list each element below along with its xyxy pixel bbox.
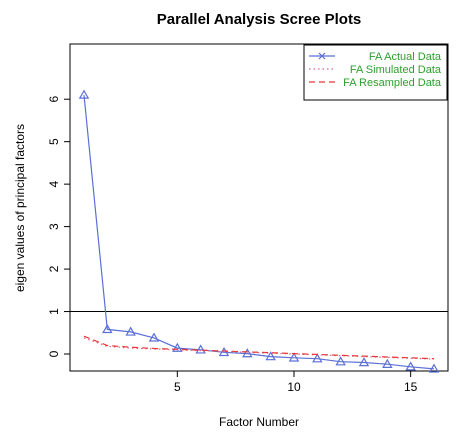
- legend-marker: [318, 52, 326, 60]
- data-point-marker: [242, 348, 253, 358]
- x-axis-label: Factor Number: [219, 415, 299, 429]
- data-point-marker: [195, 344, 206, 354]
- data-point-marker: [288, 352, 300, 362]
- legend-label: FA Actual Data: [369, 51, 442, 63]
- x-tick-label: 15: [404, 380, 418, 394]
- chart-title: Parallel Analysis Scree Plots: [157, 11, 362, 28]
- legend-label: FA Simulated Data: [350, 64, 442, 76]
- y-tick-label: 6: [47, 96, 61, 103]
- data-point-marker: [78, 89, 90, 99]
- y-tick-label: 2: [47, 265, 61, 272]
- x-tick-label: 5: [174, 380, 181, 394]
- data-point-marker: [102, 323, 113, 334]
- y-tick-label: 1: [47, 308, 61, 315]
- data-point-marker: [125, 326, 136, 336]
- series-line-2: [83, 337, 435, 360]
- series-group: [78, 89, 440, 373]
- data-point-marker: [265, 351, 276, 361]
- data-point-marker: [335, 356, 346, 366]
- data-point-marker: [172, 342, 183, 352]
- x-axis: 5 10 15: [174, 370, 418, 394]
- y-tick-label: 4: [47, 180, 61, 187]
- data-point-marker: [358, 357, 370, 367]
- data-point-marker: [382, 358, 393, 368]
- data-point-marker: [405, 361, 416, 371]
- data-point-marker: [428, 363, 440, 373]
- series-line-1: [83, 94, 435, 370]
- data-point-marker: [312, 353, 323, 363]
- series-line-3: [83, 335, 435, 360]
- legend-label: FA Resampled Data: [343, 77, 442, 89]
- x-tick-label: 10: [287, 380, 301, 394]
- y-tick-label: 5: [47, 138, 61, 145]
- y-axis-label: eigen values of principal factors: [13, 124, 27, 292]
- data-point-marker: [148, 332, 160, 342]
- y-axis: 0 1 2 3 4 5 6: [47, 96, 71, 357]
- legend-box: [303, 44, 448, 101]
- y-tick-label: 0: [47, 350, 61, 357]
- y-tick-label: 3: [47, 223, 61, 230]
